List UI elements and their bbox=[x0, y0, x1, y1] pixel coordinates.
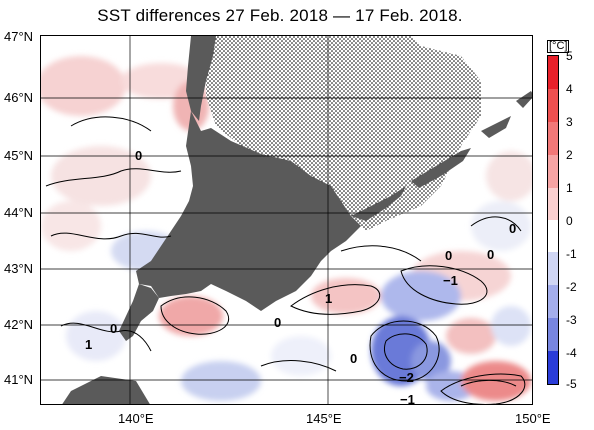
lat-label-42n: 42°N bbox=[4, 317, 34, 332]
colorbar-tick-0: 0 bbox=[566, 214, 573, 228]
contour-label-0: 0 bbox=[487, 247, 494, 262]
lat-label-44n: 44°N bbox=[4, 205, 34, 220]
colorbar-tick-5: 5 bbox=[566, 49, 573, 63]
contour-label-0: 0 bbox=[445, 248, 452, 263]
lat-label-41n: 41°N bbox=[4, 372, 34, 387]
colorbar bbox=[547, 55, 559, 385]
land-honshu bbox=[62, 376, 150, 404]
contour-label-minus-2: −2 bbox=[399, 370, 414, 385]
colorbar-unit: [°C] bbox=[547, 40, 570, 53]
lon-label-140e: 140°E bbox=[118, 411, 154, 426]
land-kunashiri bbox=[351, 186, 406, 221]
land-simushir bbox=[516, 91, 532, 108]
contour-label-minus-1: −1 bbox=[400, 392, 415, 405]
land-oshima bbox=[119, 284, 159, 341]
sea-ice-area bbox=[206, 36, 481, 231]
contour-label-minus-1: −1 bbox=[443, 273, 458, 288]
colorbar-tick-minus-4: -4 bbox=[566, 346, 577, 360]
land-hokkaido bbox=[136, 111, 361, 311]
land-sakhalin bbox=[186, 36, 216, 121]
lat-label-46n: 46°N bbox=[4, 90, 34, 105]
colorbar-tick-2: 2 bbox=[566, 148, 573, 162]
sst-difference-map: 0 0 0 0 0 0 0 1 1 −1 −1 −2 bbox=[40, 35, 533, 405]
contour-label-0: 0 bbox=[350, 351, 357, 366]
colorbar-tick-3: 3 bbox=[566, 115, 573, 129]
lat-label-43n: 43°N bbox=[4, 261, 34, 276]
contour-label-1: 1 bbox=[325, 291, 332, 306]
colorbar-tick-1: 1 bbox=[566, 181, 573, 195]
map-title: SST differences 27 Feb. 2018 — 17 Feb. 2… bbox=[97, 6, 463, 25]
colorbar-tick-minus-2: -2 bbox=[566, 280, 577, 294]
colorbar-tick-minus-5: -5 bbox=[566, 377, 577, 391]
anomaly-field bbox=[41, 56, 532, 401]
lat-label-45n: 45°N bbox=[4, 148, 34, 163]
colorbar-gradient bbox=[548, 56, 558, 384]
contour-label-1: 1 bbox=[85, 337, 92, 352]
lon-label-150e: 150°E bbox=[515, 411, 551, 426]
contour-label-0: 0 bbox=[110, 321, 117, 336]
contour-label-0: 0 bbox=[509, 221, 516, 236]
graticule bbox=[41, 36, 532, 404]
colorbar-tick-minus-1: -1 bbox=[566, 247, 577, 261]
lat-label-47n: 47°N bbox=[4, 29, 34, 44]
land-etorofu bbox=[411, 148, 471, 188]
map-canvas: 0 0 0 0 0 0 0 1 1 −1 −1 −2 bbox=[41, 36, 532, 405]
contour-label-0: 0 bbox=[274, 315, 281, 330]
colorbar-tick-minus-3: -3 bbox=[566, 313, 577, 327]
land-urup bbox=[481, 116, 511, 138]
lon-label-145e: 145°E bbox=[306, 411, 342, 426]
contour-label-0: 0 bbox=[135, 148, 142, 163]
contour-lines bbox=[45, 116, 526, 404]
colorbar-tick-4: 4 bbox=[566, 82, 573, 96]
